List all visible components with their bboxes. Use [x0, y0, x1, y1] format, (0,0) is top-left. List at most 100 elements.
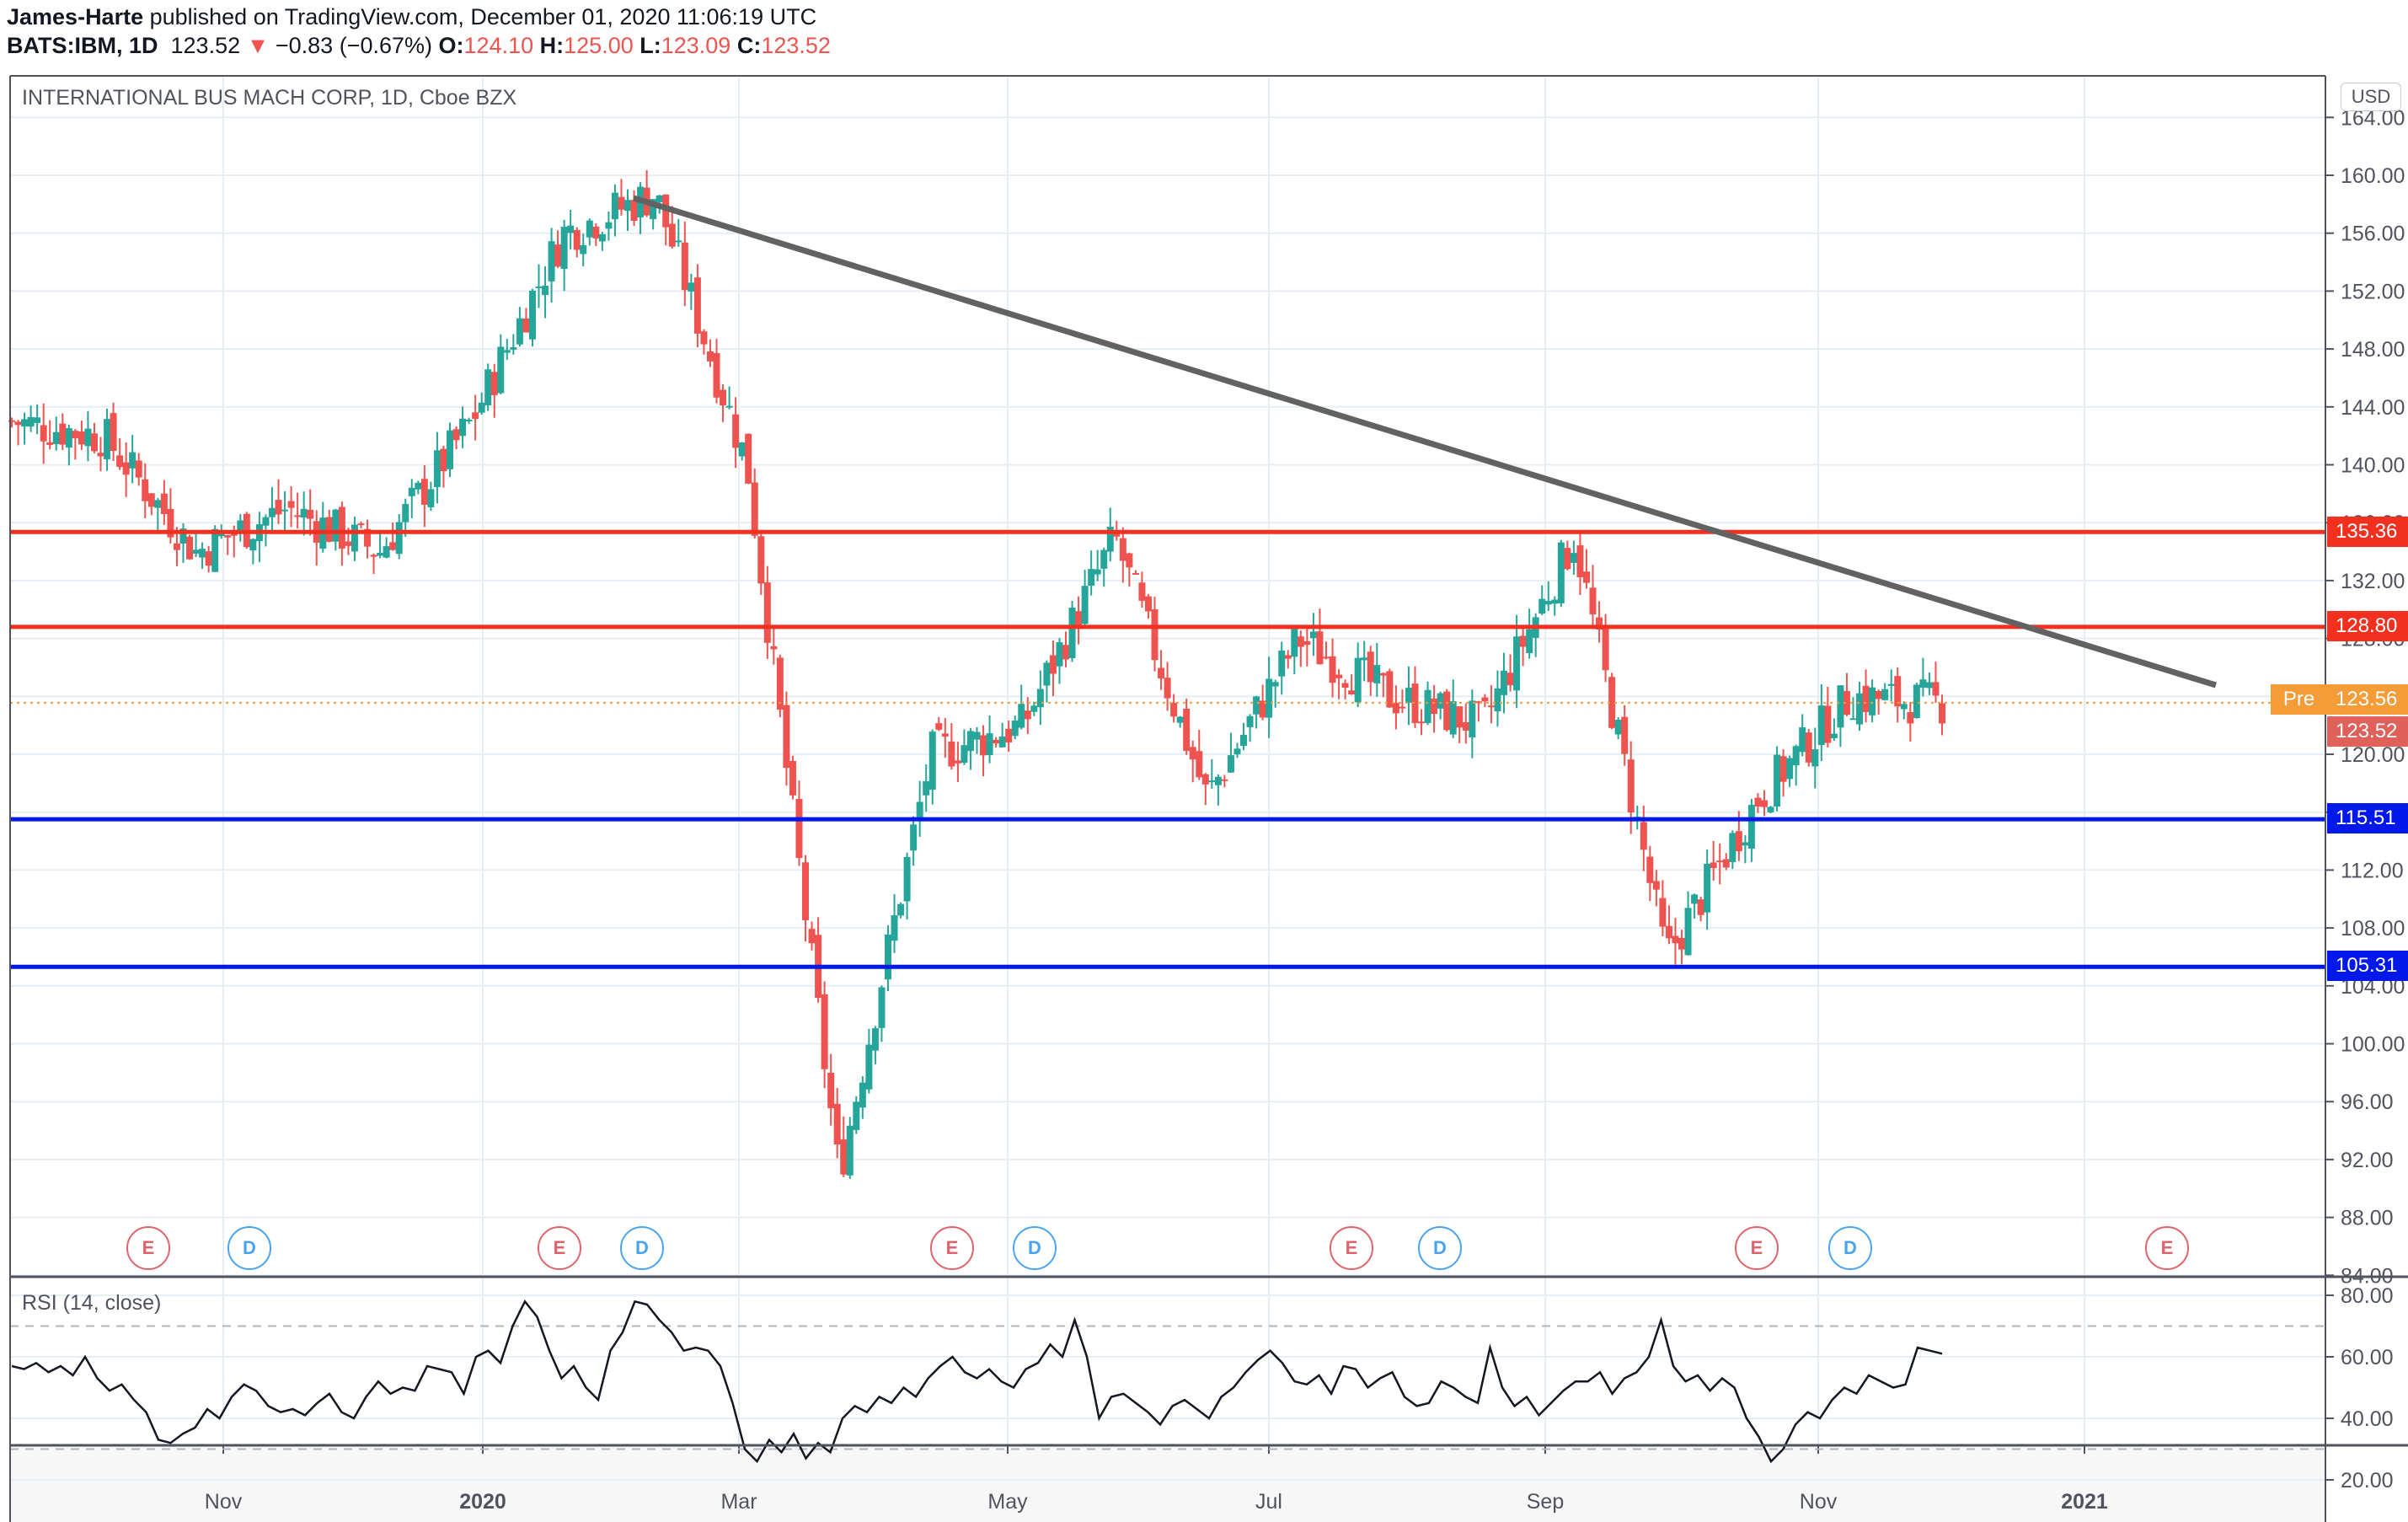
candle [1011, 720, 1019, 737]
candle [211, 528, 219, 572]
price-axis-label: 156.00 [2341, 222, 2405, 246]
candle [681, 242, 688, 291]
candle [1576, 545, 1584, 577]
candle [1830, 733, 1838, 739]
candle [395, 522, 403, 555]
candle [573, 229, 581, 250]
candle [966, 731, 974, 752]
candle [345, 541, 352, 546]
candle [1526, 629, 1533, 654]
candle [554, 244, 562, 267]
candle [1088, 569, 1095, 587]
candle [1900, 704, 1908, 710]
candle [1335, 674, 1343, 678]
candle [1068, 608, 1076, 659]
candle [770, 646, 778, 650]
price-axis-label: 152.00 [2341, 280, 2405, 303]
candle [998, 736, 1006, 748]
candle [1411, 683, 1419, 723]
candle [1602, 624, 1609, 671]
candle [776, 657, 784, 710]
candle [757, 536, 765, 584]
dividend-marker[interactable]: D [227, 1226, 271, 1270]
support-high-tag: 115.51 [2327, 803, 2408, 833]
candle [598, 233, 606, 242]
candle [142, 479, 149, 501]
candle [1875, 690, 1882, 699]
earnings-marker[interactable]: E [538, 1226, 581, 1270]
candle [1494, 688, 1501, 712]
earnings-marker[interactable]: E [1330, 1226, 1373, 1270]
rsi-axis-label: 40.00 [2341, 1407, 2394, 1431]
earnings-marker[interactable]: E [1735, 1226, 1779, 1270]
candle [377, 552, 384, 556]
candle [1716, 860, 1724, 863]
candle [72, 431, 79, 438]
author-name[interactable]: James-Harte [7, 4, 144, 29]
candle [389, 542, 397, 550]
candle [1329, 656, 1336, 683]
candle [808, 929, 816, 944]
candle [1570, 553, 1577, 563]
time-axis[interactable] [10, 1445, 2325, 1522]
candle [1672, 935, 1679, 944]
candle [1189, 747, 1196, 760]
low-value: 123.09 [661, 33, 731, 58]
currency-badge[interactable]: USD [2341, 83, 2401, 111]
candle [1170, 702, 1178, 717]
candle [1018, 704, 1025, 728]
dividend-marker[interactable]: D [1418, 1226, 1462, 1270]
candle [205, 551, 212, 566]
candle [693, 277, 701, 334]
candle [1932, 682, 1940, 696]
candle [490, 372, 498, 395]
rsi-axis-label: 20.00 [2341, 1469, 2394, 1493]
candle [1722, 859, 1730, 868]
candle [1735, 831, 1742, 852]
candle [1208, 780, 1216, 783]
dividend-marker[interactable]: D [1828, 1226, 1872, 1270]
candle [1062, 645, 1070, 660]
dividend-marker[interactable]: D [620, 1226, 664, 1270]
candle [52, 431, 60, 444]
earnings-marker[interactable]: E [930, 1226, 974, 1270]
symbol-label: BATS:IBM, 1D [7, 33, 158, 58]
candle [1506, 673, 1514, 686]
candle [1538, 598, 1546, 614]
candle [1742, 842, 1749, 846]
support-low-tag: 105.31 [2327, 951, 2408, 981]
candle [173, 543, 180, 550]
candle [1094, 569, 1101, 575]
candle [40, 425, 47, 442]
candle [167, 508, 174, 538]
candle [1792, 746, 1800, 766]
high-label: H: [539, 33, 565, 58]
candle [1691, 894, 1699, 904]
low-label: L: [639, 33, 661, 58]
candle [993, 739, 1000, 744]
candle [1919, 679, 1927, 688]
candle [1316, 631, 1324, 665]
candle [1456, 706, 1464, 728]
price-change: −0.83 (−0.67%) [275, 33, 433, 58]
candle [1043, 662, 1051, 686]
price-axis-label: 148.00 [2341, 338, 2405, 362]
candle [440, 448, 447, 472]
candle [1449, 701, 1457, 735]
dividend-marker[interactable]: D [1013, 1226, 1057, 1270]
price-axis-label: 96.00 [2341, 1091, 2394, 1114]
earnings-marker[interactable]: E [126, 1226, 170, 1270]
candle [1221, 779, 1228, 781]
candle [611, 192, 618, 220]
candle [891, 914, 898, 941]
last-price-tag: 123.52 [2327, 716, 2408, 747]
candle [954, 760, 961, 764]
candle [1640, 822, 1647, 850]
candle [1887, 683, 1895, 686]
candle [452, 429, 460, 441]
candle [1774, 754, 1781, 807]
trendline[interactable] [632, 195, 2218, 689]
earnings-marker[interactable]: E [2145, 1226, 2189, 1270]
candle [1214, 776, 1222, 785]
